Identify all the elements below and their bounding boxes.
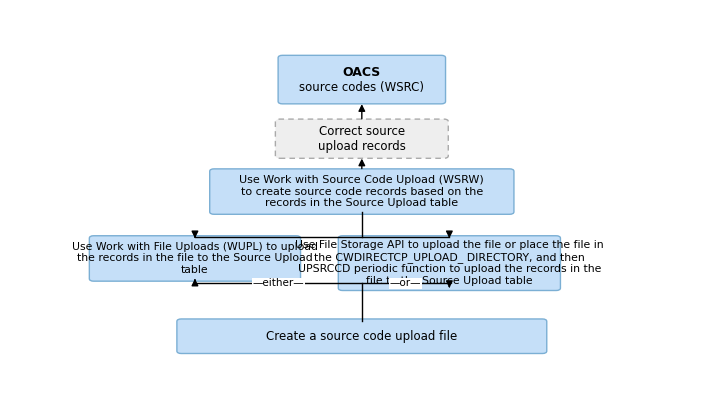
FancyBboxPatch shape	[338, 236, 561, 290]
FancyBboxPatch shape	[177, 319, 546, 354]
Text: Create a source code upload file: Create a source code upload file	[266, 330, 457, 343]
Text: —or—: —or—	[390, 278, 421, 288]
Text: Use Work with File Uploads (WUPL) to upload
the records in the file to the Sourc: Use Work with File Uploads (WUPL) to upl…	[72, 242, 318, 275]
Text: Use File Storage API to upload the file or place the file in
the CWDIRECTCP_UPLO: Use File Storage API to upload the file …	[295, 240, 604, 286]
Text: Use Work with Source Code Upload (WSRW)
to create source code records based on t: Use Work with Source Code Upload (WSRW) …	[239, 175, 484, 208]
Text: OACS: OACS	[342, 66, 381, 79]
FancyBboxPatch shape	[278, 55, 445, 104]
FancyBboxPatch shape	[275, 119, 448, 158]
FancyBboxPatch shape	[90, 236, 301, 281]
Text: —either—: —either—	[253, 278, 304, 288]
Text: Correct source
upload records: Correct source upload records	[318, 125, 406, 153]
FancyBboxPatch shape	[210, 169, 514, 214]
Text: source codes (WSRC): source codes (WSRC)	[299, 81, 424, 94]
